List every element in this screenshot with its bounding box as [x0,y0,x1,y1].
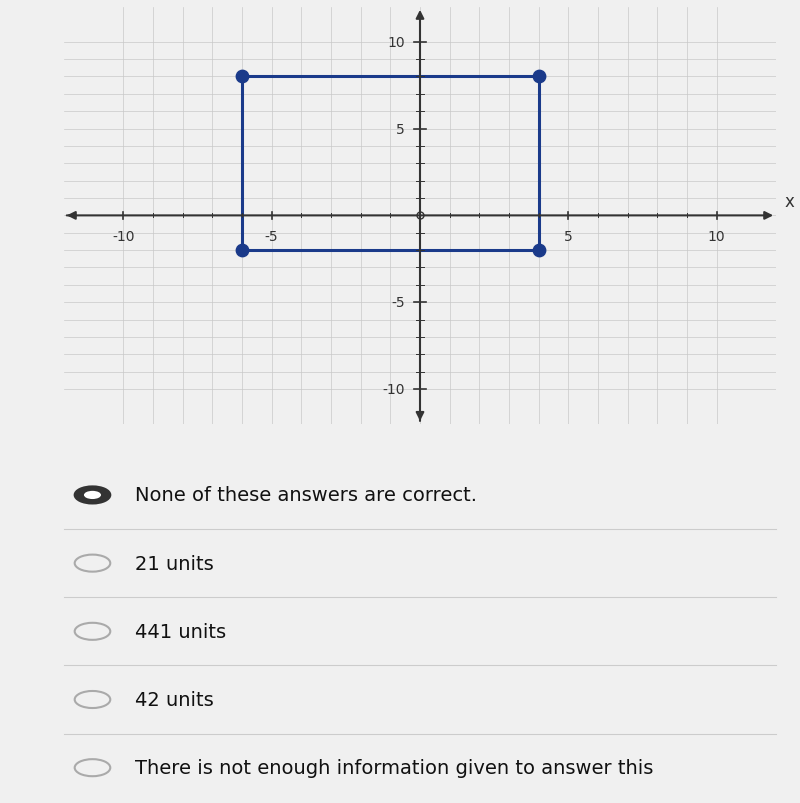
Text: 42 units: 42 units [135,690,214,709]
Point [532,71,545,84]
Text: -5: -5 [265,230,278,244]
Point [532,244,545,257]
Circle shape [84,491,101,499]
Text: 5: 5 [564,230,573,244]
Text: 5: 5 [397,122,405,137]
Text: 10: 10 [708,230,726,244]
Text: x: x [785,193,794,211]
Text: 21 units: 21 units [135,554,214,573]
Circle shape [74,487,110,503]
Text: There is not enough information given to answer this: There is not enough information given to… [135,758,654,777]
Text: -5: -5 [391,296,405,310]
Text: -10: -10 [382,382,405,397]
Text: -10: -10 [112,230,134,244]
Text: None of these answers are correct.: None of these answers are correct. [135,486,477,505]
Point [235,71,248,84]
Point [235,244,248,257]
Text: 10: 10 [387,35,405,50]
Text: 441 units: 441 units [135,622,226,641]
